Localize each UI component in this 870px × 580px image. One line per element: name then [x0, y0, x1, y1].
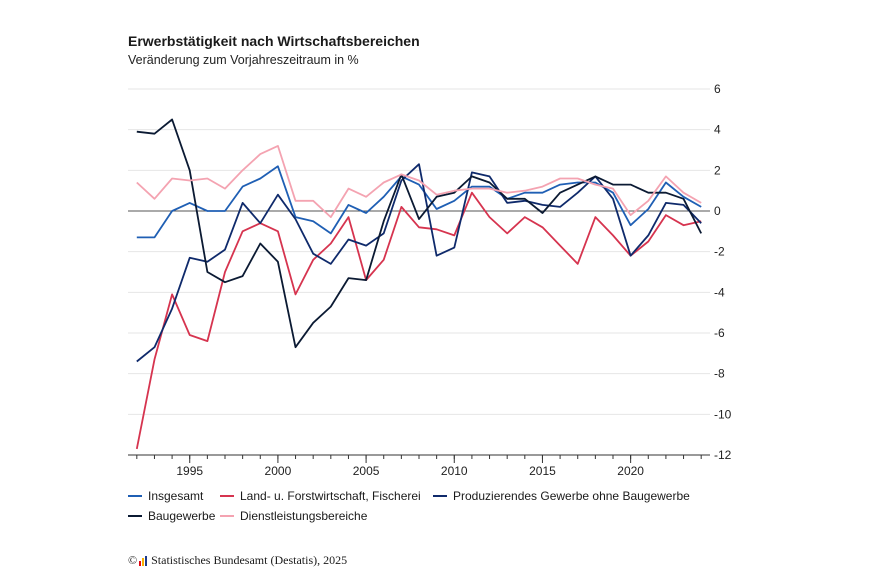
chart-subtitle: Veränderung zum Vorjahreszeitraum in % — [128, 53, 359, 67]
legend-label: Produzierendes Gewerbe ohne Baugewerbe — [453, 489, 690, 503]
legend-label: Baugewerbe — [148, 509, 216, 523]
logo-bar — [139, 560, 142, 566]
y-tick-label: -6 — [714, 326, 725, 340]
legend-swatch — [433, 495, 447, 497]
series-line-land-u-forstwirtschaft-fischerei — [135, 191, 702, 450]
x-tick-label: 2005 — [353, 464, 380, 478]
x-tick-label: 2020 — [617, 464, 644, 478]
y-tick-label: -8 — [714, 367, 725, 381]
x-tick-label: 2010 — [441, 464, 468, 478]
legend-item-insgesamt: Insgesamt — [128, 489, 203, 503]
y-tick-label: 2 — [714, 163, 721, 177]
destatis-logo-icon — [139, 555, 148, 566]
y-tick-label: 6 — [714, 82, 721, 96]
series-line-insgesamt — [136, 165, 702, 239]
y-tick-label: 4 — [714, 123, 721, 137]
series-line-produzierendes-gewerbe-ohne-baugewerbe — [136, 163, 702, 363]
legend-swatch — [128, 515, 142, 517]
legend-item-baugewerbe: Baugewerbe — [128, 509, 215, 523]
y-tick-label: -12 — [714, 448, 732, 462]
legend-item-dienstleistungsbereiche: Dienstleistungsbereiche — [220, 509, 367, 523]
logo-bar — [142, 557, 145, 566]
x-tick-label: 2000 — [265, 464, 292, 478]
y-tick-label: 0 — [714, 204, 721, 218]
legend-swatch — [220, 515, 234, 517]
legend-item-landwirtschaft: Land- u. Forstwirtschaft, Fischerei — [220, 489, 421, 503]
y-tick-label: -2 — [714, 245, 725, 259]
chart-title: Erwerbstätigkeit nach Wirtschaftsbereich… — [128, 33, 420, 49]
series-line-dienstleistungsbereiche — [136, 145, 702, 218]
copyright-symbol: © — [128, 553, 138, 567]
legend-label: Land- u. Forstwirtschaft, Fischerei — [240, 489, 421, 503]
y-tick-label: -10 — [714, 407, 732, 421]
y-tick-label: -4 — [714, 285, 725, 299]
legend-label: Insgesamt — [148, 489, 204, 503]
logo-bar — [145, 555, 148, 566]
legend-item-produzierendes-gewerbe: Produzierendes Gewerbe ohne Baugewerbe — [433, 489, 690, 503]
legend-swatch — [128, 495, 142, 497]
x-tick-label: 2015 — [529, 464, 556, 478]
legend-swatch — [220, 495, 234, 497]
legend-label: Dienstleistungsbereiche — [240, 509, 368, 523]
source-text: Statistisches Bundesamt (Destatis), 2025 — [151, 553, 348, 567]
series-line-baugewerbe — [136, 118, 703, 349]
source-note: © Statistisches Bundesamt (Destatis), 20… — [128, 553, 347, 568]
x-tick-label: 1995 — [176, 464, 203, 478]
